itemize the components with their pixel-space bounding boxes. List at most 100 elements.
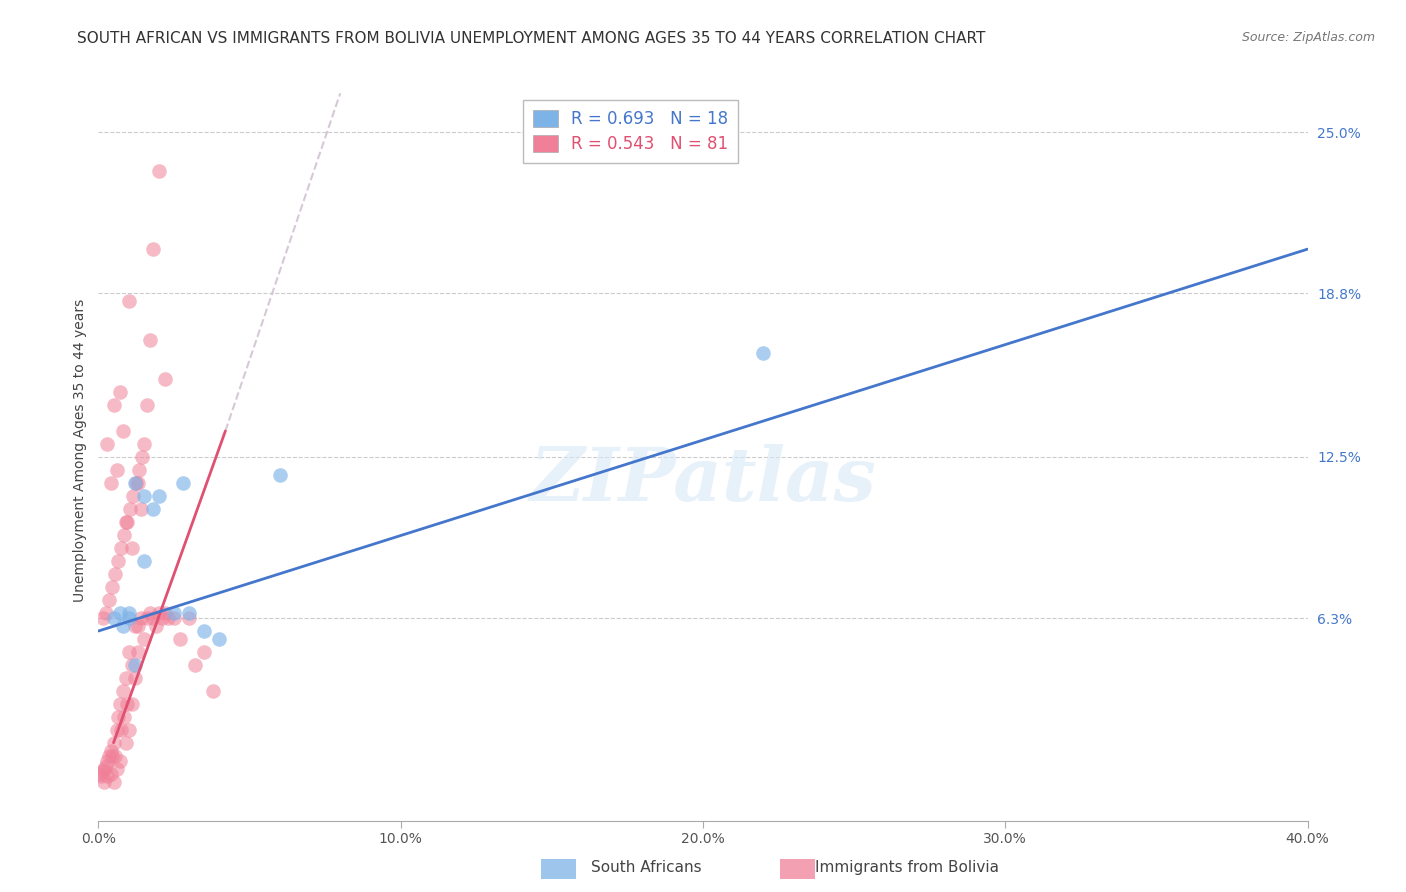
Point — [104, 748, 127, 763]
Point — [96, 754, 118, 768]
Point — [118, 645, 141, 659]
Point — [156, 611, 179, 625]
Point — [112, 528, 135, 542]
Point — [112, 710, 135, 724]
Point — [118, 294, 141, 309]
Point — [105, 463, 128, 477]
Point — [179, 606, 201, 620]
Point — [91, 611, 114, 625]
Point — [142, 611, 165, 625]
Point — [208, 632, 231, 646]
Point — [125, 475, 148, 490]
Point — [114, 736, 136, 750]
Point — [184, 657, 207, 672]
Point — [121, 541, 143, 555]
Point — [124, 619, 146, 633]
Point — [139, 333, 162, 347]
Text: Source: ZipAtlas.com: Source: ZipAtlas.com — [1241, 31, 1375, 45]
Point — [90, 769, 112, 783]
Point — [93, 774, 115, 789]
Text: ZIPatlas: ZIPatlas — [530, 444, 876, 516]
Point — [94, 759, 117, 773]
Point — [105, 762, 128, 776]
Point — [118, 611, 141, 625]
Point — [124, 475, 146, 490]
Point — [128, 463, 150, 477]
Point — [153, 372, 176, 386]
Point — [129, 502, 152, 516]
Point — [120, 502, 142, 516]
Point — [111, 424, 134, 438]
Point — [103, 611, 125, 625]
Point — [127, 475, 149, 490]
Point — [103, 398, 125, 412]
Point — [96, 769, 118, 783]
Point — [142, 242, 165, 256]
Point — [98, 748, 121, 763]
Point — [101, 748, 124, 763]
Point — [103, 736, 125, 750]
Point — [752, 346, 775, 360]
Point — [111, 683, 134, 698]
Point — [110, 541, 132, 555]
Point — [129, 611, 152, 625]
Point — [105, 723, 128, 737]
Point — [145, 619, 167, 633]
Point — [127, 619, 149, 633]
Point — [148, 489, 170, 503]
Y-axis label: Unemployment Among Ages 35 to 44 years: Unemployment Among Ages 35 to 44 years — [73, 299, 87, 602]
Point — [118, 723, 141, 737]
Point — [110, 723, 132, 737]
Point — [169, 632, 191, 646]
Point — [148, 606, 170, 620]
Point — [153, 606, 176, 620]
Point — [100, 767, 122, 781]
Point — [115, 515, 138, 529]
Point — [121, 697, 143, 711]
Point — [193, 645, 215, 659]
Point — [269, 468, 291, 483]
Point — [127, 645, 149, 659]
Point — [89, 767, 111, 781]
Legend: R = 0.693   N = 18, R = 0.543   N = 81: R = 0.693 N = 18, R = 0.543 N = 81 — [523, 100, 738, 162]
Point — [172, 475, 194, 490]
Point — [107, 710, 129, 724]
Point — [124, 671, 146, 685]
Point — [179, 611, 201, 625]
Point — [132, 437, 155, 451]
Point — [150, 611, 173, 625]
Point — [139, 606, 162, 620]
Point — [96, 437, 118, 451]
Point — [202, 683, 225, 698]
Point — [131, 450, 153, 464]
Point — [100, 743, 122, 757]
Text: SOUTH AFRICAN VS IMMIGRANTS FROM BOLIVIA UNEMPLOYMENT AMONG AGES 35 TO 44 YEARS : SOUTH AFRICAN VS IMMIGRANTS FROM BOLIVIA… — [77, 31, 986, 46]
Point — [114, 671, 136, 685]
Point — [115, 697, 138, 711]
Point — [103, 774, 125, 789]
Text: Immigrants from Bolivia: Immigrants from Bolivia — [815, 860, 1000, 874]
Point — [93, 762, 115, 776]
Point — [98, 592, 121, 607]
Point — [121, 657, 143, 672]
Point — [193, 624, 215, 638]
Point — [114, 515, 136, 529]
Point — [101, 580, 124, 594]
Point — [91, 764, 114, 779]
Point — [132, 489, 155, 503]
Point — [111, 619, 134, 633]
Point — [132, 632, 155, 646]
Point — [100, 475, 122, 490]
Point — [163, 611, 186, 625]
Point — [148, 164, 170, 178]
Point — [122, 489, 145, 503]
Point — [104, 566, 127, 581]
Point — [108, 606, 131, 620]
Point — [142, 502, 165, 516]
Point — [135, 611, 157, 625]
Point — [118, 606, 141, 620]
Point — [163, 606, 186, 620]
Point — [135, 398, 157, 412]
Point — [124, 657, 146, 672]
Point — [94, 606, 117, 620]
